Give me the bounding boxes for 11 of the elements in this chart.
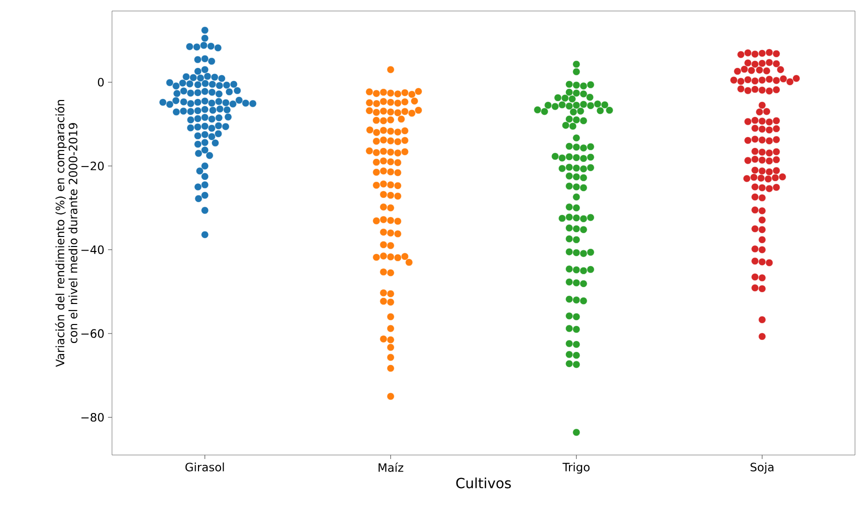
y-tick-label: −20 (81, 162, 104, 170)
y-tick-label: −40 (81, 245, 104, 254)
x-tick-label: Trigo (562, 462, 590, 474)
y-tick-label: −60 (81, 329, 104, 338)
y-tick-label: 0 (98, 78, 104, 87)
x-tick-label: Girasol (185, 462, 224, 472)
y-axis-title: Variación del rendimiento (%) en comparación con el nivel medio durante 2000-2019 (55, 100, 78, 367)
x-tick-label: Maíz (378, 462, 404, 472)
x-axis-title: Cultivos (456, 477, 511, 488)
y-tick-label: −80 (81, 412, 104, 422)
x-tick-label: Soja (750, 462, 774, 474)
